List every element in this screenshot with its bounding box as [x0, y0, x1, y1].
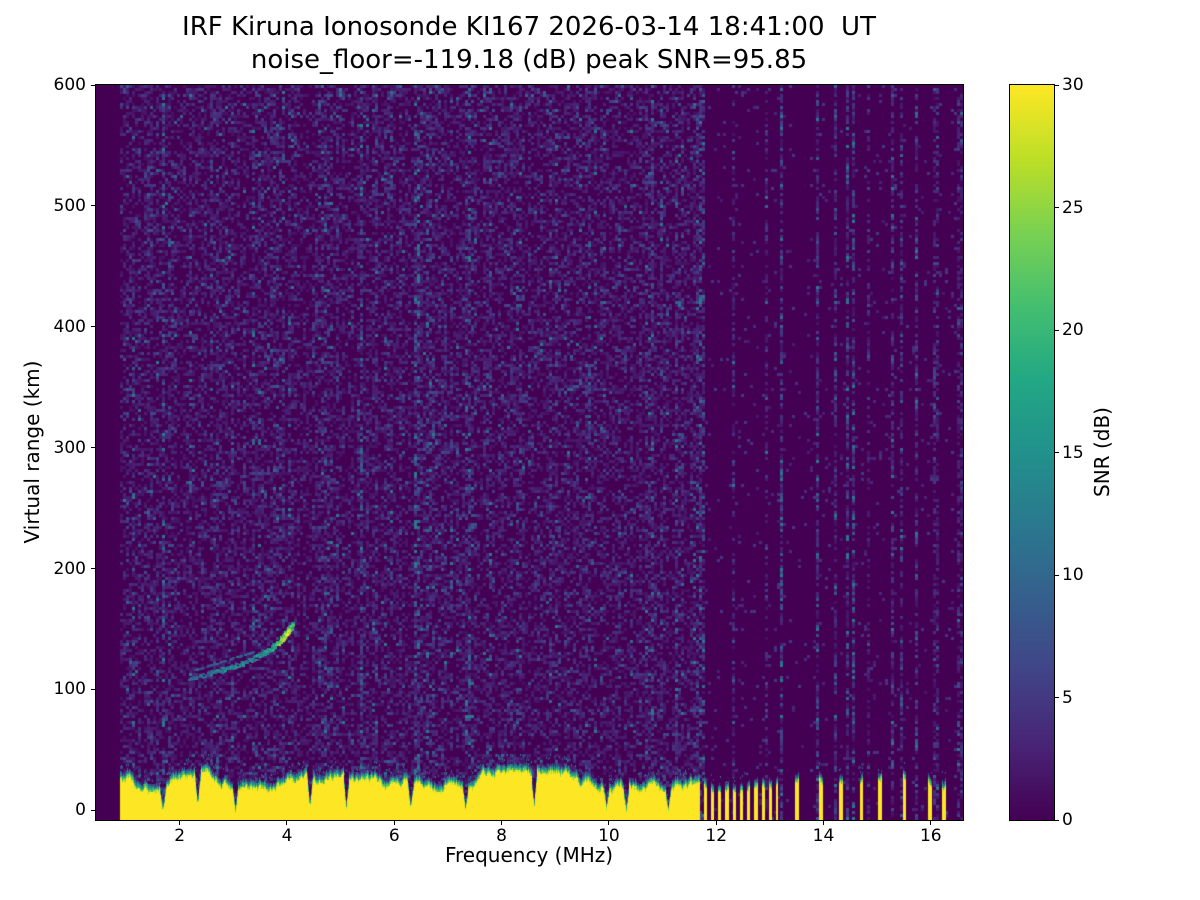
y-tick-label: 600 — [53, 75, 86, 95]
y-tick-label: 500 — [53, 195, 86, 216]
y-tick-label: 100 — [53, 679, 86, 700]
colorbar-tick-label: 15 — [1062, 442, 1084, 463]
y-tick-mark — [91, 84, 95, 86]
x-tick-label: 12 — [705, 826, 728, 846]
x-tick-label: 8 — [496, 826, 508, 846]
colorbar-tick-mark — [1055, 329, 1059, 331]
y-tick-label: 200 — [53, 558, 86, 579]
x-tick-label: 4 — [281, 826, 293, 846]
colorbar-tick-mark — [1055, 84, 1059, 86]
x-tick-mark — [930, 821, 932, 825]
colorbar-tick-mark — [1055, 819, 1059, 821]
x-tick-label: 2 — [174, 826, 186, 846]
y-tick-label: 400 — [53, 316, 86, 337]
colorbar-tick-label: 20 — [1062, 320, 1084, 340]
x-tick-mark — [501, 821, 503, 825]
ionogram-heatmap — [95, 84, 964, 821]
x-tick-label: 16 — [919, 826, 942, 846]
colorbar-tick-mark — [1055, 207, 1059, 208]
y-tick-mark — [91, 568, 95, 570]
y-tick-label: 0 — [75, 800, 86, 821]
chart-title: IRF Kiruna Ionosonde KI167 2026-03-14 18… — [182, 12, 876, 42]
y-tick-mark — [91, 326, 95, 328]
colorbar-tick-mark — [1055, 697, 1059, 698]
x-tick-label: 6 — [388, 826, 400, 846]
colorbar-tick-label: 30 — [1062, 75, 1084, 95]
y-tick-mark — [91, 688, 95, 690]
x-tick-label: 10 — [598, 826, 620, 846]
x-tick-mark — [286, 821, 288, 825]
colorbar — [1009, 84, 1055, 821]
y-tick-mark — [91, 447, 95, 449]
x-tick-mark — [393, 821, 395, 825]
colorbar-tick-label: 10 — [1062, 565, 1084, 585]
colorbar-tick-label: 0 — [1062, 810, 1073, 830]
x-tick-label: 14 — [812, 826, 835, 846]
y-tick-mark — [91, 809, 95, 811]
colorbar-tick-label: 25 — [1062, 197, 1084, 218]
y-tick-label: 300 — [53, 437, 86, 458]
y-tick-mark — [91, 205, 95, 207]
x-tick-mark — [608, 821, 610, 825]
x-tick-mark — [823, 821, 824, 825]
colorbar-tick-mark — [1055, 452, 1059, 453]
colorbar-tick-mark — [1055, 574, 1059, 576]
chart-subtitle: noise_floor=-119.18 (dB) peak SNR=95.85 — [250, 45, 808, 75]
colorbar-label: SNR (dB) — [1090, 407, 1114, 497]
x-tick-mark — [715, 821, 717, 825]
x-axis-label: Frequency (MHz) — [444, 843, 614, 867]
x-tick-mark — [179, 821, 181, 825]
colorbar-tick-label: 5 — [1062, 687, 1073, 708]
